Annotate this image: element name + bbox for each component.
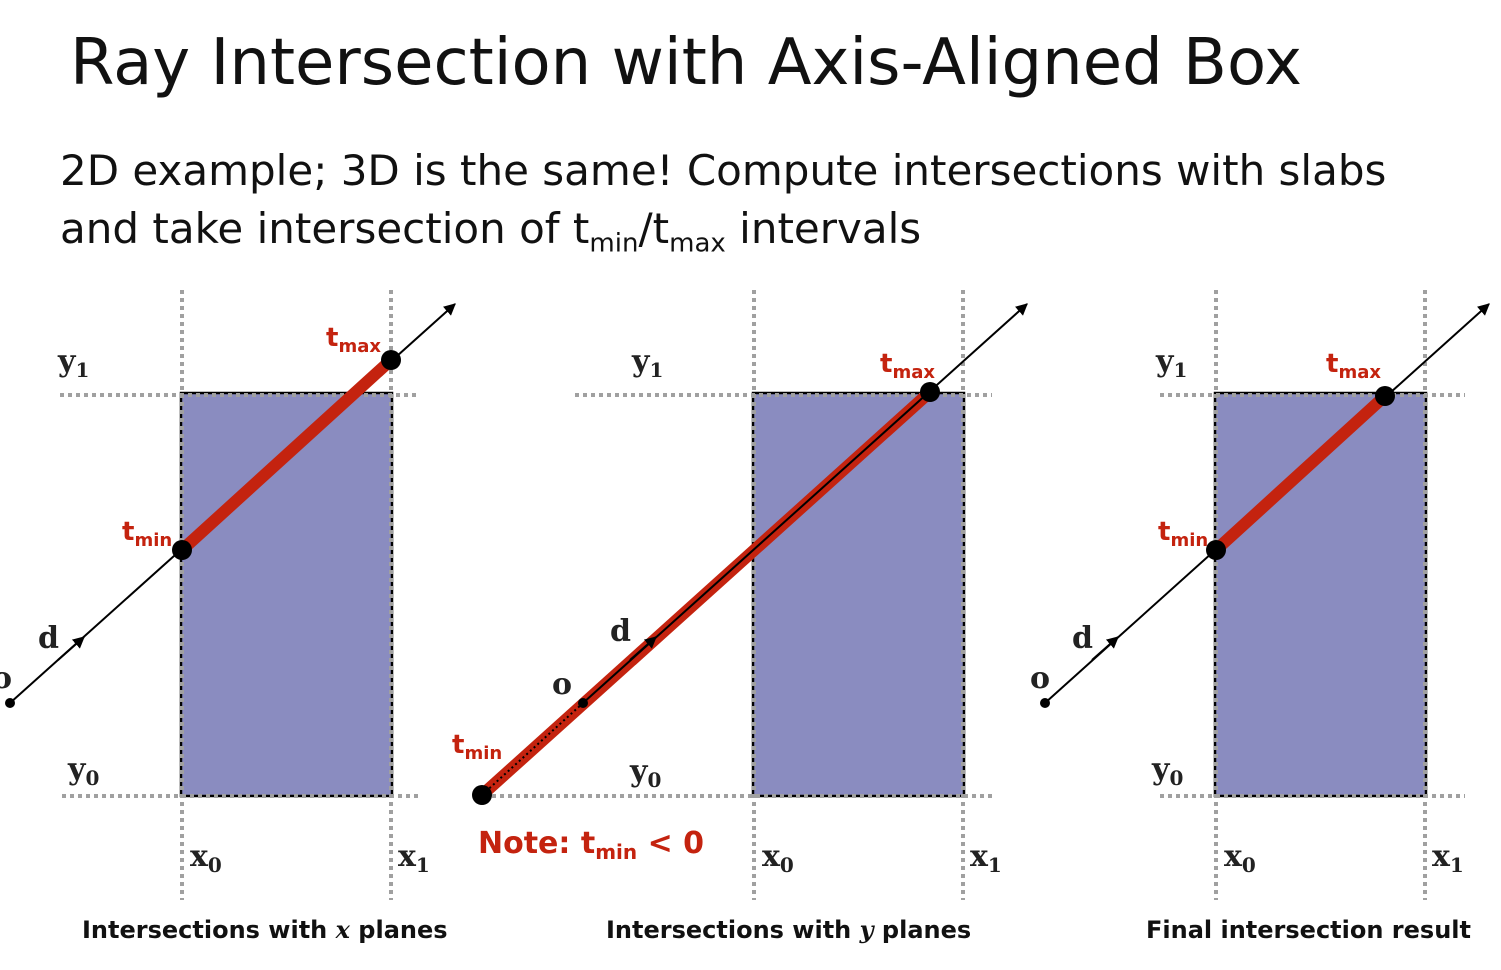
caption-final-result: Final intersection result [1146, 916, 1471, 944]
direction-arrow [1091, 636, 1119, 661]
direction-label: d [38, 621, 59, 656]
y0-label: y0 [1151, 752, 1183, 790]
tmax-point [920, 382, 940, 402]
direction-arrow [629, 636, 657, 661]
tmax-label: tmax [1326, 349, 1381, 383]
panel-x-planes: o d y1 y0 x0 x1 tmin tmax Intersections … [0, 290, 456, 944]
tmax-point [1375, 386, 1395, 406]
origin-point [1040, 698, 1050, 708]
panel-final-result: o d y1 y0 x0 x1 tmin tmax Final intersec… [1030, 290, 1490, 944]
y1-label: y1 [1155, 344, 1187, 382]
direction-label: d [610, 614, 631, 649]
t-interval-segment [1211, 391, 1390, 555]
caption-x-planes: Intersections with x planes [82, 915, 448, 944]
origin-point [5, 698, 15, 708]
x0-label: x0 [1224, 839, 1256, 877]
x0-label: x0 [762, 839, 794, 877]
caption-y-planes: Intersections with y planes [606, 915, 971, 944]
direction-arrow [57, 636, 85, 661]
body-text-line-1: 2D example; 3D is the same! Compute inte… [60, 146, 1387, 195]
y0-label: y0 [67, 752, 99, 790]
y0-label: y0 [629, 754, 661, 792]
tmin-point [172, 540, 192, 560]
x1-label: x1 [970, 839, 1002, 877]
note-tmin-negative: Note: tmin < 0 [478, 826, 704, 864]
tmax-label: tmax [880, 349, 935, 383]
panel-y-planes: o d y1 y0 x0 x1 tmin tmax Note: tmin < 0… [452, 290, 1028, 944]
x1-label: x1 [1432, 839, 1464, 877]
y1-label: y1 [57, 344, 89, 382]
tmax-label: tmax [326, 323, 381, 357]
x0-label: x0 [190, 839, 222, 877]
origin-label: o [552, 667, 572, 702]
origin-point [578, 698, 588, 708]
ray [582, 303, 1028, 704]
direction-label: d [1072, 621, 1093, 656]
y1-label: y1 [631, 344, 663, 382]
origin-label: o [1030, 661, 1050, 696]
t-interval-segment [177, 355, 396, 555]
body-text-line-2: and take intersection of tmin/tmax inter… [60, 204, 922, 259]
origin-label: o [0, 661, 12, 696]
tmax-point [381, 350, 401, 370]
slide-title: Ray Intersection with Axis-Aligned Box [70, 26, 1302, 100]
tmin-point [472, 785, 492, 805]
tmin-label: tmin [452, 730, 502, 764]
tmin-label: tmin [122, 517, 172, 551]
x1-label: x1 [398, 839, 430, 877]
tmin-label: tmin [1158, 517, 1208, 551]
tmin-point [1206, 540, 1226, 560]
